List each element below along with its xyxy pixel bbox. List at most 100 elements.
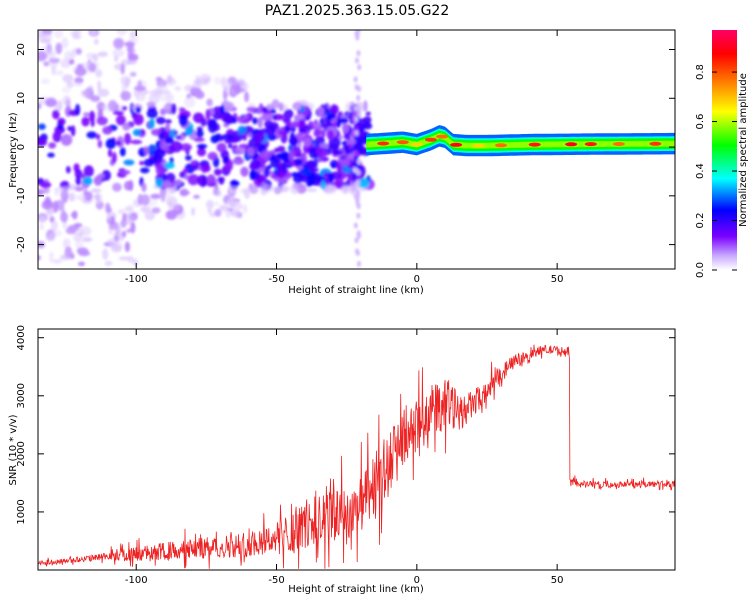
spectrogram-blob-714	[247, 147, 255, 157]
spectrogram-blob-792	[80, 89, 91, 98]
spectrogram-blob-724	[323, 178, 331, 183]
spectrogram-blob-877	[96, 116, 108, 126]
spectrogram-blob-739	[46, 208, 54, 217]
spectrogram-blob-668	[290, 183, 300, 195]
spectrogram-blob-691	[121, 230, 127, 238]
spectrogram-blob-742	[62, 95, 71, 106]
spectrogram-blob-904	[355, 57, 359, 64]
spectrogram-blob-440	[129, 53, 139, 62]
spectrogram-blob-309	[112, 182, 122, 192]
spectrogram-blob-373	[141, 182, 147, 192]
spectrogram-blob-797	[339, 158, 351, 167]
spectrogram-blob-72	[214, 168, 222, 176]
figure-title: PAZ1.2025.363.15.05.G22	[265, 3, 450, 19]
spectrogram-blob-42	[75, 48, 82, 55]
spectrogram-blob-925	[353, 76, 358, 83]
spectrogram-blob-685	[249, 185, 259, 194]
spectrogram-blob-929	[355, 201, 360, 208]
spectrogram-blob-747	[140, 194, 150, 206]
spectrogram-blob-731	[193, 112, 204, 124]
spectrogram-blob-888	[38, 51, 47, 62]
spectrogram-blob-164	[191, 207, 196, 216]
spectrogram-blob-507	[187, 174, 200, 186]
spectrogram-blob-536	[93, 38, 99, 45]
spectrogram-blob-606	[134, 85, 146, 92]
spectrogram-blob-307	[228, 143, 233, 149]
spectrogram-blob-558	[208, 119, 217, 128]
spectrogram-blob-796	[155, 116, 166, 125]
spectrogram-y-tick-label-2: 0	[16, 144, 27, 150]
spectrogram-blob-483	[144, 145, 149, 156]
spectrogram-blob-432	[220, 104, 225, 116]
spectrogram-blob-441	[163, 162, 175, 169]
spectrogram-blob-753	[66, 81, 74, 88]
spectrogram-blob-40	[61, 86, 71, 93]
spectrogram-blob-775	[48, 57, 61, 64]
spectrogram-blob-360	[131, 48, 136, 54]
spectrogram-blob-363	[53, 30, 64, 39]
spectrogram-blob-810	[179, 171, 186, 178]
spectrogram-blob-868	[329, 104, 339, 115]
spectrogram-blob-688	[308, 167, 320, 173]
spectrogram-blob-703	[275, 165, 282, 171]
spectrogram-blob-825	[120, 170, 131, 175]
spectrogram-blob-552	[111, 151, 117, 164]
spectrogram-ridge-hotspot-12	[649, 141, 662, 146]
spectrogram-blob-91	[81, 237, 93, 242]
spectrogram-ridge-hotspot-1	[396, 140, 409, 145]
spectrogram-blob-318	[277, 145, 286, 153]
spectrogram-ridge-hotspot-7	[495, 143, 507, 148]
spectrogram-blob-381	[39, 223, 44, 230]
spectrogram-blob-706	[122, 212, 127, 222]
spectrogram-blob-636	[78, 261, 85, 267]
spectrogram-blob-498	[163, 103, 172, 111]
spectrogram-blob-799	[114, 55, 119, 62]
spectrogram-blob-835	[162, 180, 172, 189]
spectrogram-blob-892	[115, 140, 122, 146]
spectrogram-blob-608	[207, 151, 218, 161]
spectrogram-ridge-hotspot-5	[450, 142, 463, 147]
spectrogram-y-tick-label-4: 20	[16, 43, 27, 56]
spectrogram-blob-858	[119, 147, 126, 157]
colorbar-label: Normalized spectral amplitude	[738, 73, 749, 227]
spectrogram-blob-200	[70, 125, 76, 137]
spectrogram-blob-414	[234, 147, 246, 155]
spectrogram-ridge	[366, 125, 675, 157]
spectrogram-blob-743	[218, 178, 225, 185]
spectrogram-blob-740	[60, 211, 68, 223]
spectrogram-blob-849	[358, 178, 370, 188]
spectrogram-blob-241	[120, 90, 132, 101]
spectrogram-blob-870	[48, 232, 57, 238]
spectrogram-blob-101	[74, 77, 84, 84]
spectrogram-blob-428	[238, 143, 250, 149]
spectrogram-ridge-hotspot-10	[584, 142, 597, 147]
spectrogram-blob-939	[356, 212, 361, 219]
spectrogram-blob-224	[65, 166, 71, 174]
spectrogram-ridge-hotspot-3	[424, 137, 437, 142]
spectrogram-blob-260	[160, 191, 166, 203]
spectrogram-blob-510	[43, 61, 50, 67]
spectrogram-blob-17	[62, 238, 71, 249]
spectrogram-blob-66	[139, 160, 144, 166]
spectrogram-blob-765	[260, 150, 272, 160]
spectrogram-y-label: Frequency (Hz)	[8, 112, 19, 188]
spectrogram-blob-263	[161, 90, 171, 95]
colorbar-tick-label-3: 0.6	[695, 114, 706, 130]
spectrogram-blob-437	[278, 102, 284, 112]
spectrogram-blob-883	[165, 119, 172, 124]
snr-y-tick-label-2: 3000	[16, 383, 27, 408]
spectrogram-blob-781	[54, 187, 65, 192]
spectrogram-blob-919	[357, 158, 361, 165]
spectrogram-blob-582	[130, 139, 143, 145]
spectrogram-ridge-hotspot-8	[528, 142, 541, 147]
spectrogram-blob-729	[222, 156, 229, 164]
spectrogram-blob-715	[276, 152, 285, 159]
spectrogram-y-tick-label-3: 10	[16, 92, 27, 105]
spectrogram-blob-633	[50, 220, 58, 232]
snr-x-tick-label-0: -100	[125, 575, 148, 586]
spectrogram-blob-471	[72, 33, 82, 40]
snr-panel: -100 -50 0 50 1000 2000 3000 4000 Height of st…	[8, 325, 676, 595]
spectrogram-blob-667	[74, 66, 87, 77]
